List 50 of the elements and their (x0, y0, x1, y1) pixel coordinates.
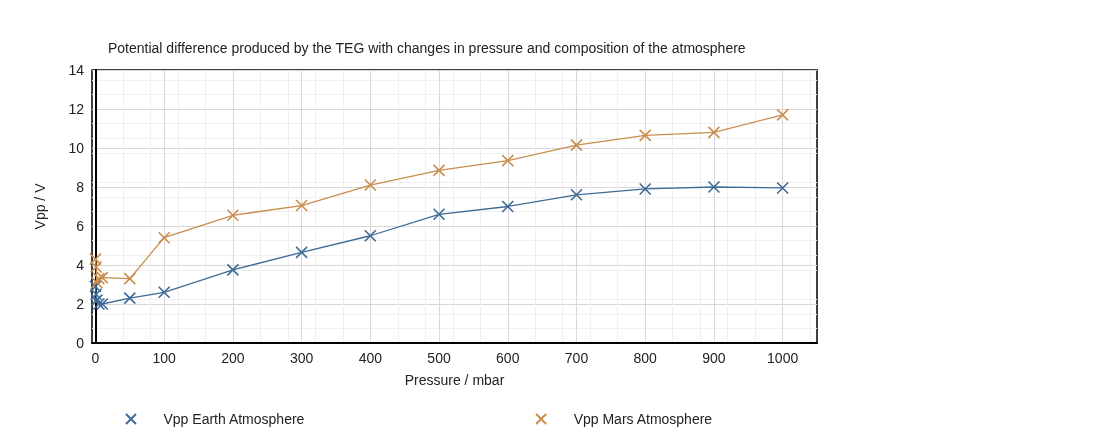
point (501, 154, 515, 167)
point (295, 246, 308, 259)
x-tick-label: 400 (358, 350, 383, 366)
x-tick-label: 200 (221, 350, 245, 366)
x-tick-label: 1000 (767, 350, 799, 366)
y-tick-label: 2 (76, 296, 85, 312)
point (570, 188, 583, 202)
x-tick-label: 100 (152, 350, 177, 366)
point (226, 263, 240, 277)
y-axis-title: Vpp / V (32, 182, 48, 230)
y-tick-label: 12 (68, 101, 85, 117)
x-tick-label: 700 (564, 350, 589, 366)
point (364, 178, 377, 192)
point (96, 271, 109, 284)
point (295, 199, 308, 212)
point (638, 182, 652, 196)
point (638, 129, 652, 142)
point (226, 208, 240, 222)
x-tick-label: 900 (702, 350, 726, 366)
x-tick-label: 800 (633, 350, 658, 366)
point (123, 291, 137, 305)
point (707, 180, 721, 194)
chart-title: Potential difference produced by the TEG with changes in pressure and composition of the atmosphere (108, 40, 746, 56)
point (501, 200, 515, 213)
legend-label: Vpp Mars Atmosphere (573, 411, 713, 427)
x-tick-label: 600 (496, 350, 520, 366)
x-tick-label: 300 (289, 350, 314, 366)
point (92, 297, 106, 311)
point (364, 229, 377, 243)
y-tick-label: 14 (68, 62, 85, 78)
point (432, 164, 446, 177)
y-tick-label: 6 (76, 218, 85, 234)
y-tick-label: 10 (68, 140, 85, 156)
x-tick-label: 0 (91, 350, 100, 366)
legend-label: Vpp Earth Atmosphere (163, 411, 305, 427)
point (90, 276, 104, 289)
point (707, 126, 721, 139)
point (157, 231, 171, 244)
x-tick-label: 500 (427, 350, 451, 366)
y-tick-label: 4 (76, 257, 85, 273)
point (157, 286, 171, 299)
point (92, 272, 106, 285)
x-axis-title: Pressure / mbar (404, 372, 505, 388)
point (570, 138, 583, 152)
y-tick-label: 8 (76, 179, 85, 195)
point (89, 287, 103, 301)
point (89, 260, 103, 274)
point (123, 272, 137, 285)
point (432, 208, 446, 221)
y-tick-label: 0 (76, 335, 85, 351)
